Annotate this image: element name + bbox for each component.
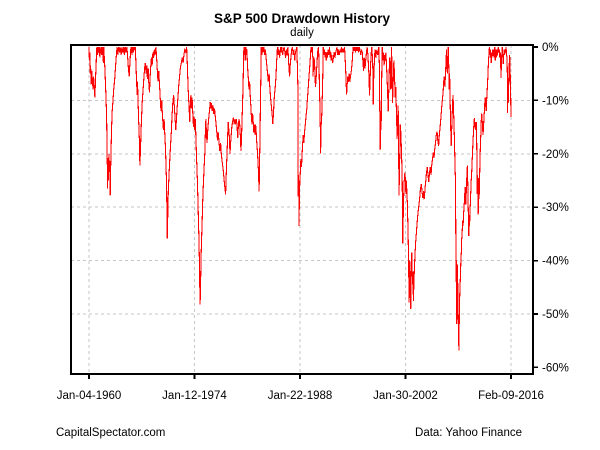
y-tick-label: -20% bbox=[542, 149, 569, 161]
plot-frame bbox=[70, 44, 534, 375]
x-tick-label: Jan-30-2002 bbox=[373, 390, 438, 402]
y-tick-label: -50% bbox=[542, 309, 569, 321]
x-tick-label: Jan-12-1974 bbox=[162, 390, 227, 402]
footer-credit-right: Data: Yahoo Finance bbox=[415, 427, 522, 439]
y-tick-label: -60% bbox=[542, 362, 569, 374]
x-tick-label: Jan-04-1960 bbox=[57, 390, 122, 402]
y-tick-label: -40% bbox=[542, 256, 569, 268]
x-tick-label: Jan-22-1988 bbox=[268, 390, 333, 402]
x-tick-label: Feb-09-2016 bbox=[478, 390, 544, 402]
chart-title: S&P 500 Drawdown History bbox=[213, 11, 391, 26]
drawdown-line bbox=[88, 46, 512, 351]
y-tick-label: -10% bbox=[542, 95, 569, 107]
chart-subtitle: daily bbox=[290, 27, 314, 39]
y-tick-label: 0% bbox=[542, 42, 559, 54]
footer-credit-left: CapitalSpectator.com bbox=[56, 427, 166, 439]
y-tick-label: -30% bbox=[542, 202, 569, 214]
